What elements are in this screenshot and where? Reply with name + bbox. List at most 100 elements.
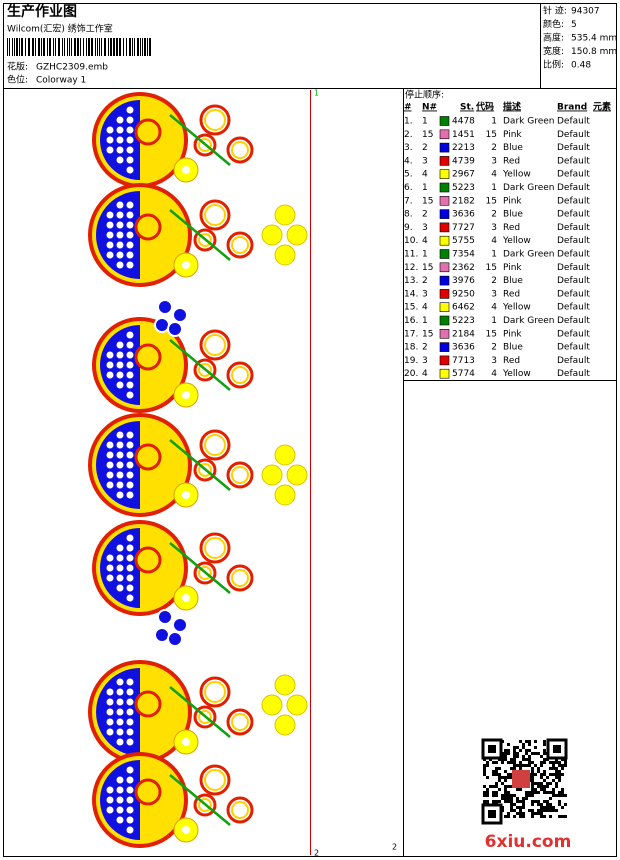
- dot: [106, 708, 114, 716]
- row-code: 2: [491, 210, 497, 220]
- row-st: 2362: [452, 263, 475, 273]
- qr-cell: [540, 809, 543, 812]
- row-brand: Default: [557, 329, 590, 339]
- dot: [116, 441, 124, 449]
- curl: [199, 329, 231, 361]
- qr-cell: [558, 794, 561, 797]
- dot: [116, 728, 124, 736]
- dot: [126, 156, 134, 164]
- qr-cell: [501, 797, 504, 800]
- yellow-bead: [274, 714, 296, 736]
- dot: [126, 688, 134, 696]
- qr-cell: [534, 740, 537, 743]
- flower-center: [182, 166, 190, 174]
- qr-cell: [519, 800, 522, 803]
- color-swatch: [439, 342, 450, 352]
- dot: [126, 796, 134, 804]
- qr-cell: [510, 809, 513, 812]
- curl: [199, 532, 231, 564]
- row-brand: Default: [557, 130, 590, 140]
- dot: [126, 391, 134, 399]
- row-n: 1: [422, 316, 428, 326]
- qr-cell: [495, 773, 498, 776]
- curl: [193, 793, 217, 817]
- qr-code: [481, 738, 568, 825]
- qr-cell: [507, 743, 510, 746]
- bar-stripe: [62, 38, 63, 56]
- row-n: 4: [422, 236, 428, 246]
- row-n: 4: [422, 303, 428, 313]
- qr-cell: [540, 803, 543, 806]
- dot: [116, 718, 124, 726]
- row-desc: Blue: [503, 143, 523, 153]
- bar-stripe: [12, 38, 13, 56]
- dot: [126, 331, 134, 339]
- bar-stripe: [126, 38, 127, 56]
- vine: [169, 774, 231, 826]
- row-n: 1: [422, 117, 428, 127]
- qr-cell: [507, 800, 510, 803]
- qr-cell: [528, 755, 531, 758]
- row-code: 15: [486, 130, 497, 140]
- qr-cell: [522, 800, 525, 803]
- qr-cell: [522, 812, 525, 815]
- qr-cell: [525, 794, 528, 797]
- qr-cell: [492, 791, 495, 794]
- qr-cell: [552, 806, 555, 809]
- blue-bead: [157, 299, 173, 315]
- qr-cell: [507, 749, 510, 752]
- row-code: 4: [491, 369, 497, 379]
- qr-cell: [486, 800, 489, 803]
- qr-cell: [495, 761, 498, 764]
- dot: [106, 231, 114, 239]
- dot: [116, 574, 124, 582]
- qr-cell: [552, 794, 555, 797]
- qr-cell: [483, 764, 486, 767]
- row-code: 1: [491, 117, 497, 127]
- qr-cell: [534, 746, 537, 749]
- qr-cell: [516, 755, 519, 758]
- qr-cell: [531, 815, 534, 818]
- row-n: 3: [422, 223, 428, 233]
- curl: [199, 676, 231, 708]
- row-desc: Red: [503, 356, 520, 366]
- qr-cell: [561, 767, 564, 770]
- blue-bead: [167, 321, 183, 337]
- row-brand: Default: [557, 276, 590, 286]
- qr-cell: [546, 809, 549, 812]
- flower-center: [182, 594, 190, 602]
- qr-cell: [513, 755, 516, 758]
- dot: [106, 554, 114, 562]
- qr-cell: [510, 767, 513, 770]
- dot: [126, 806, 134, 814]
- bar-stripe: [97, 38, 98, 56]
- dot: [126, 136, 134, 144]
- row-code: 3: [491, 156, 497, 166]
- curl: [134, 118, 162, 146]
- curl: [231, 366, 249, 384]
- curl: [134, 343, 162, 371]
- curl: [199, 764, 231, 796]
- qr-cell: [504, 776, 507, 779]
- row-brand: Default: [557, 263, 590, 273]
- dot: [116, 451, 124, 459]
- row-n: 3: [422, 289, 428, 299]
- qr-cell: [513, 803, 516, 806]
- qr-cell: [537, 767, 540, 770]
- dot: [106, 481, 114, 489]
- dot: [126, 574, 134, 582]
- dot: [126, 718, 134, 726]
- dot: [126, 201, 134, 209]
- dot: [106, 221, 114, 229]
- row-st: 4478: [452, 117, 475, 127]
- qr-cell: [549, 815, 552, 818]
- qr-cell: [492, 800, 495, 803]
- row-code: 3: [491, 289, 497, 299]
- field-value: Colorway 1: [36, 76, 86, 86]
- curl: [204, 204, 226, 226]
- color-swatch: [439, 116, 450, 126]
- row-no: 6.: [404, 183, 413, 193]
- qr-cell: [531, 776, 534, 779]
- qr-cell: [546, 776, 549, 779]
- curl: [198, 233, 212, 247]
